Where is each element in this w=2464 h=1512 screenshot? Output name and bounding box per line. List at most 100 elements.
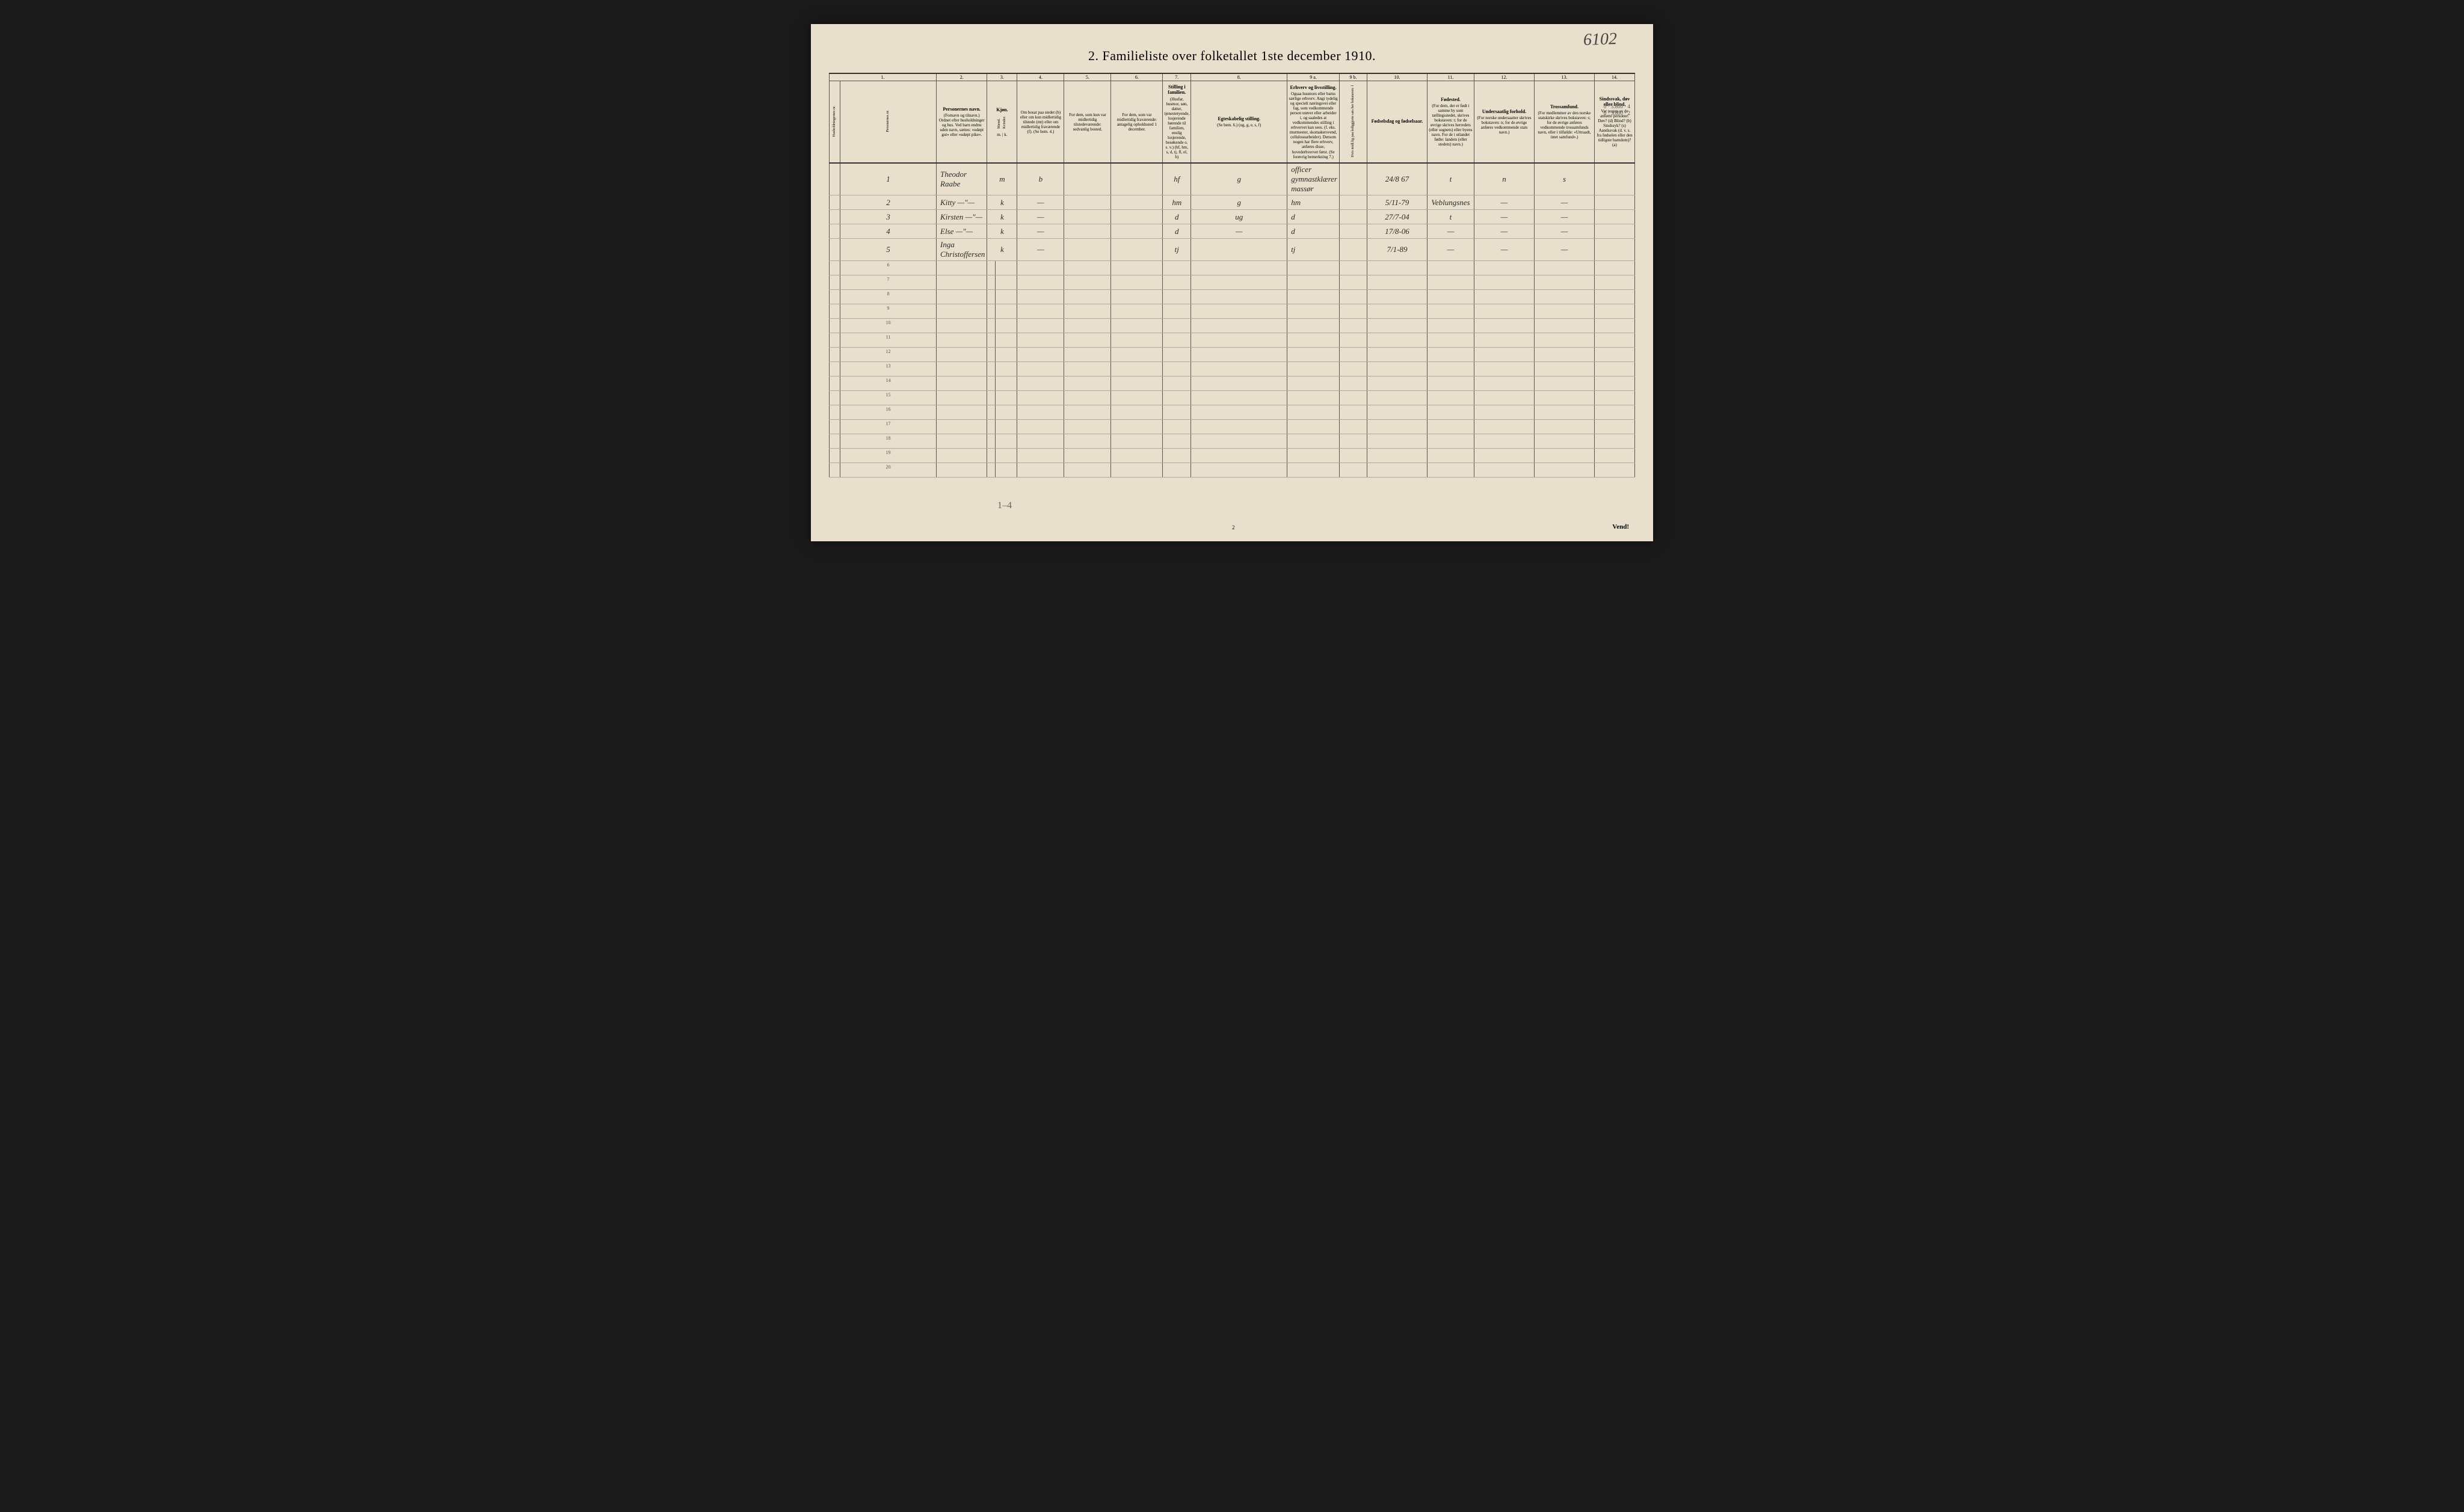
empty-cell — [1287, 362, 1340, 376]
empty-cell — [1534, 348, 1594, 362]
colnum: 4. — [1017, 73, 1064, 81]
person-nr: 14 — [840, 376, 937, 391]
empty-cell — [1191, 319, 1287, 333]
cell-sex: m — [987, 163, 1017, 195]
person-nr: 16 — [840, 405, 937, 420]
cell-birthplace: t — [1427, 163, 1474, 195]
cell-marital: g — [1191, 195, 1287, 210]
cell-name: Kirsten —"— — [937, 210, 987, 224]
empty-cell — [1367, 319, 1427, 333]
empty-cell — [1594, 449, 1634, 463]
cell-residence: b — [1017, 163, 1064, 195]
empty-cell — [1191, 348, 1287, 362]
empty-cell — [1017, 391, 1064, 405]
household-nr — [830, 210, 840, 224]
cell-sex: k — [987, 239, 1017, 261]
empty-cell — [1427, 391, 1474, 405]
empty-cell — [1534, 319, 1594, 333]
cell-c14 — [1594, 224, 1634, 239]
empty-cell — [1064, 261, 1111, 275]
empty-cell — [1163, 405, 1191, 420]
empty-cell — [1427, 449, 1474, 463]
empty-cell — [1594, 434, 1634, 449]
empty-cell — [1191, 449, 1287, 463]
cell-residence: — — [1017, 239, 1064, 261]
cell-c6 — [1111, 163, 1163, 195]
empty-cell — [1594, 275, 1634, 290]
colnum: 7. — [1163, 73, 1191, 81]
cell-nationality: n — [1474, 163, 1534, 195]
empty-cell — [987, 348, 996, 362]
cell-birthplace: t — [1427, 210, 1474, 224]
cell-occupation: d — [1287, 210, 1340, 224]
empty-cell — [996, 348, 1017, 362]
empty-cell — [1064, 275, 1111, 290]
colnum: 5. — [1064, 73, 1111, 81]
empty-cell — [1474, 376, 1534, 391]
col-header-egteskab: Egteskabelig stilling. (Se bem. 6.) (ug,… — [1191, 81, 1287, 164]
person-nr: 18 — [840, 434, 937, 449]
cell-religion: s — [1534, 163, 1594, 195]
empty-cell — [1111, 362, 1163, 376]
person-nr: 13 — [840, 362, 937, 376]
corner-number: 6102 — [1583, 29, 1617, 50]
empty-cell — [987, 463, 996, 478]
empty-cell — [1594, 405, 1634, 420]
bottom-scribble: 1–4 — [997, 500, 1012, 511]
empty-cell — [1111, 391, 1163, 405]
cell-birthplace: Veblungsnes — [1427, 195, 1474, 210]
empty-cell — [996, 319, 1017, 333]
census-table: 1. 2. 3. 4. 5. 6. 7. 8. 9 a. 9 b. 10. 11… — [829, 73, 1635, 478]
table-row: 4Else —"—k—d—d17/8-06——— — [830, 224, 1635, 239]
empty-cell — [987, 275, 996, 290]
cell-family: tj — [1163, 239, 1191, 261]
empty-cell — [1017, 449, 1064, 463]
empty-cell — [1287, 405, 1340, 420]
empty-cell — [996, 261, 1017, 275]
cell-c6 — [1111, 210, 1163, 224]
empty-cell — [1534, 275, 1594, 290]
column-header-row: Husholdningernes nr. Personernes nr. Per… — [830, 81, 1635, 164]
cell-residence: — — [1017, 224, 1064, 239]
table-row-empty: 6 — [830, 261, 1635, 275]
empty-cell — [1339, 391, 1367, 405]
table-row-empty: 13 — [830, 362, 1635, 376]
empty-cell — [1534, 420, 1594, 434]
cell-9b — [1339, 210, 1367, 224]
empty-cell — [996, 376, 1017, 391]
table-body: 1Theodor Raabembhfgofficer gymnastklærer… — [830, 163, 1635, 478]
table-row-empty: 10 — [830, 319, 1635, 333]
empty-cell — [987, 449, 996, 463]
empty-cell — [1534, 362, 1594, 376]
empty-cell — [937, 348, 987, 362]
col-header-trossamfund: Trossamfund. (For medlemmer av den norsk… — [1534, 81, 1594, 164]
household-nr — [830, 463, 840, 478]
empty-cell — [1594, 391, 1634, 405]
person-nr: 20 — [840, 463, 937, 478]
empty-cell — [937, 362, 987, 376]
empty-cell — [1017, 304, 1064, 319]
cell-residence: — — [1017, 195, 1064, 210]
empty-cell — [937, 290, 987, 304]
cell-religion: — — [1534, 224, 1594, 239]
empty-cell — [1191, 261, 1287, 275]
empty-cell — [1111, 261, 1163, 275]
empty-cell — [1594, 420, 1634, 434]
col-header-navn: Personernes navn. (Fornavn og tilnavn.) … — [937, 81, 987, 164]
person-nr: 11 — [840, 333, 937, 348]
empty-cell — [1427, 405, 1474, 420]
empty-cell — [1339, 420, 1367, 434]
empty-cell — [1287, 333, 1340, 348]
empty-cell — [1339, 463, 1367, 478]
empty-cell — [996, 391, 1017, 405]
colnum: 14. — [1594, 73, 1634, 81]
empty-cell — [1191, 362, 1287, 376]
empty-cell — [1163, 290, 1191, 304]
empty-cell — [1064, 376, 1111, 391]
person-nr: 19 — [840, 449, 937, 463]
household-nr — [830, 239, 840, 261]
empty-cell — [937, 391, 987, 405]
empty-cell — [1427, 348, 1474, 362]
person-nr: 4 — [840, 224, 937, 239]
col-header-tilstedeværende: For dem, som kun var midlertidig tilsted… — [1064, 81, 1111, 164]
